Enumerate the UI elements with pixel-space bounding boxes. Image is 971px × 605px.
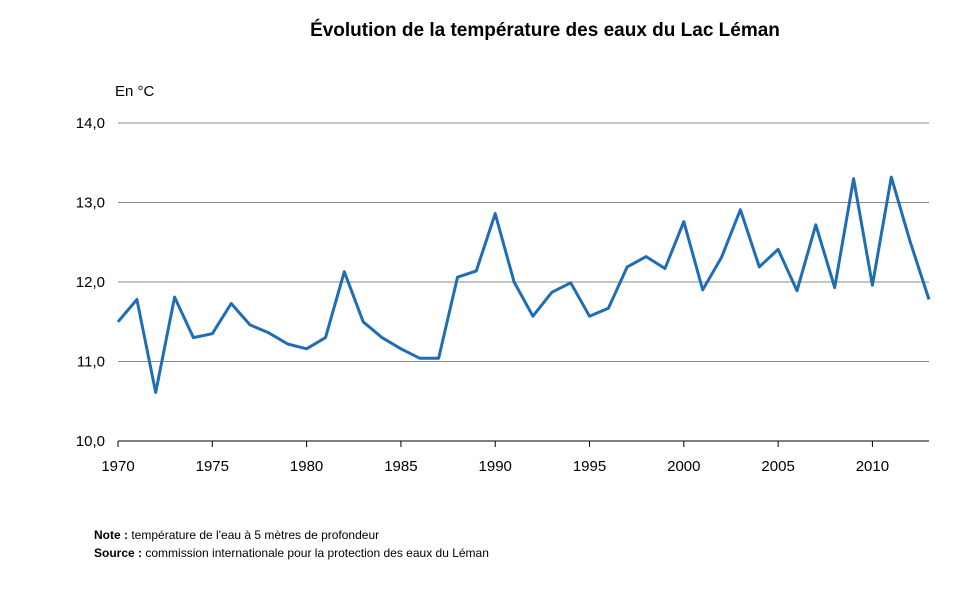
x-tick-label: 2000 xyxy=(667,458,700,475)
y-axis-ticks: 10,0 11,0 12,0 13,0 14,0 xyxy=(76,115,105,450)
source-line: Source : commission internationale pour … xyxy=(94,544,489,562)
gridlines xyxy=(118,122,929,362)
unit-label: En °C xyxy=(115,83,155,100)
x-tick-label: 2005 xyxy=(761,458,794,475)
x-tick-label: 1990 xyxy=(479,458,512,475)
x-axis: 1970 1975 1980 1985 1990 1995 2000 2005 2010 xyxy=(101,440,929,475)
note-line: Note : température de l'eau à 5 mètres d… xyxy=(94,526,489,544)
x-tick-label: 1975 xyxy=(196,458,229,475)
source-label: Source : xyxy=(94,546,143,560)
x-tick-label: 1970 xyxy=(101,458,134,475)
y-tick-label: 13,0 xyxy=(76,195,105,212)
y-tick-label: 11,0 xyxy=(77,354,105,371)
note-text: température de l'eau à 5 mètres de profo… xyxy=(131,528,380,542)
source-text: commission internationale pour la protec… xyxy=(145,546,489,560)
footnotes: Note : température de l'eau à 5 mètres d… xyxy=(94,526,489,562)
series-group xyxy=(116,175,931,394)
x-tick-label: 1995 xyxy=(573,458,606,475)
y-tick-label: 14,0 xyxy=(76,115,105,132)
note-label: Note : xyxy=(94,528,128,542)
x-tick-label: 1985 xyxy=(384,458,417,475)
x-tick-label: 1980 xyxy=(290,458,323,475)
series-line xyxy=(116,175,931,394)
y-tick-label: 12,0 xyxy=(76,274,105,291)
y-tick-label: 10,0 xyxy=(76,433,105,450)
x-tick-label: 2010 xyxy=(856,458,889,475)
chart-title: Évolution de la température des eaux du … xyxy=(310,19,780,41)
